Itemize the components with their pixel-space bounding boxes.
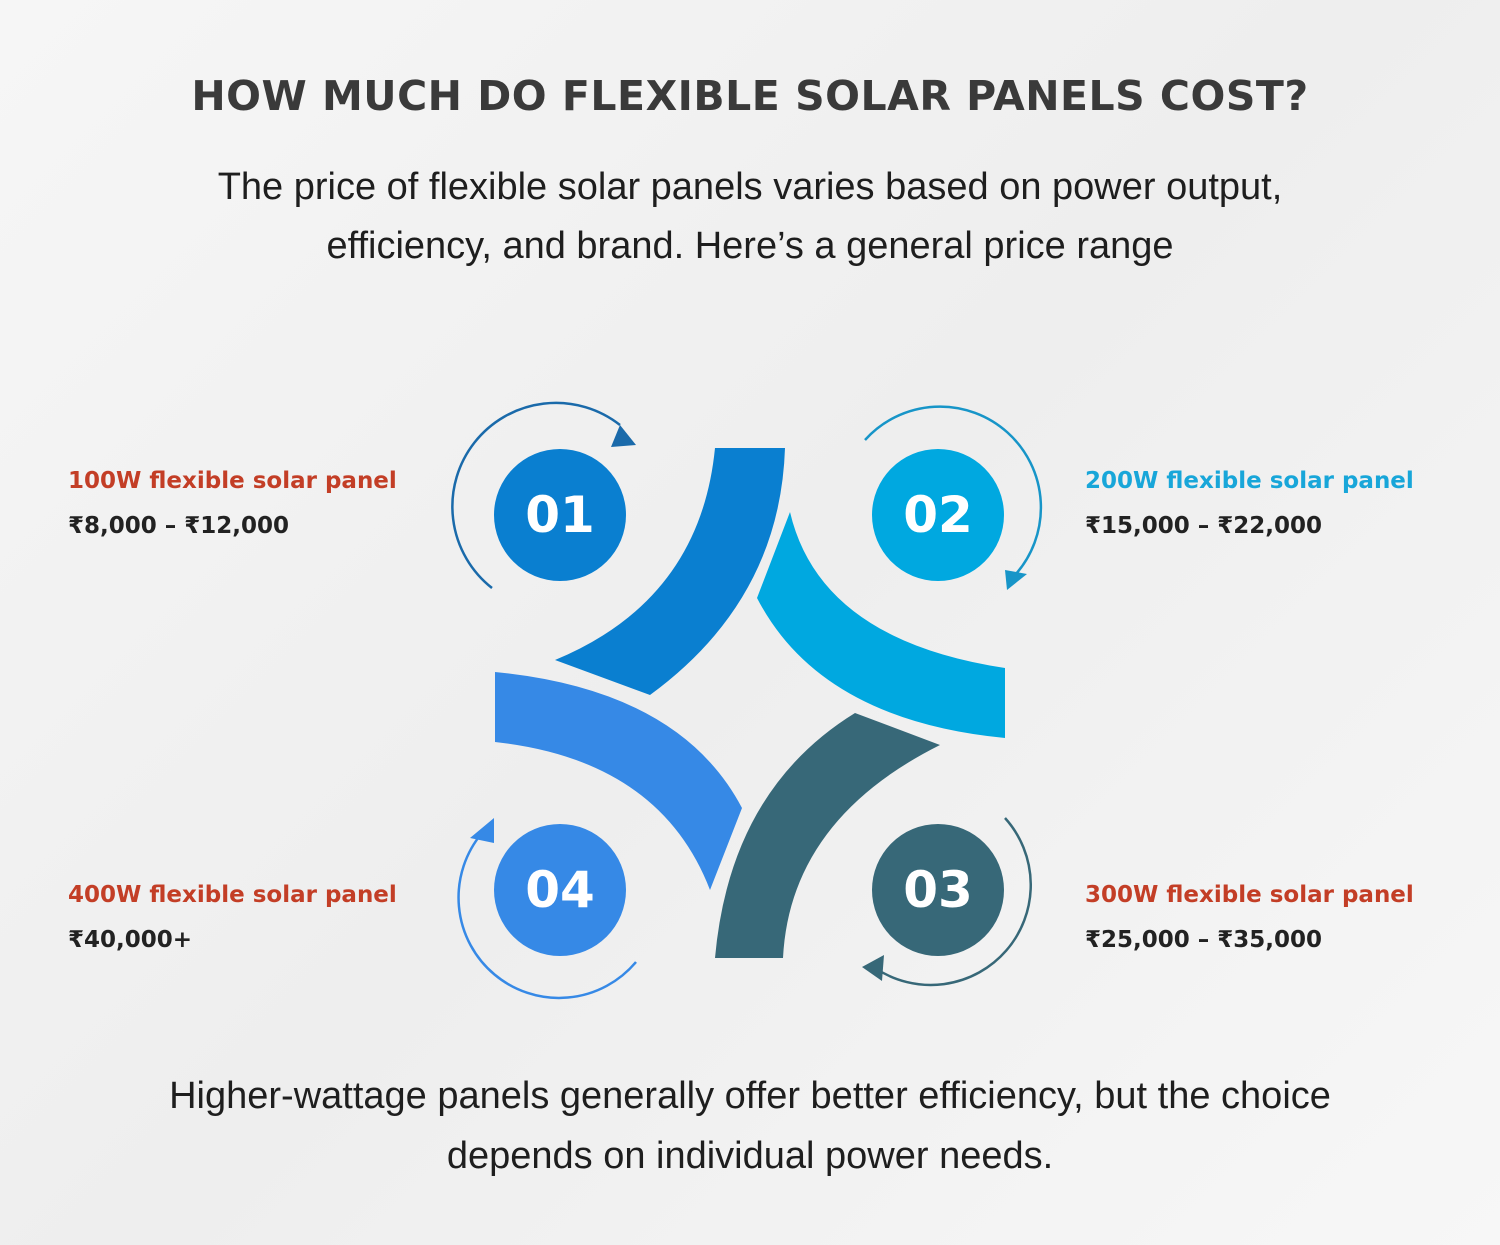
item-label: 400W flexible solar panel	[68, 882, 397, 908]
step-number: 02	[903, 486, 973, 544]
step-circle	[494, 824, 626, 956]
footer-note: Higher-wattage panels generally offer be…	[169, 1075, 1331, 1117]
cycle-arrow	[864, 405, 1043, 576]
arrow-head	[611, 425, 636, 447]
arrow-head	[470, 818, 494, 843]
arrow-head	[862, 955, 884, 981]
item-label: 100W flexible solar panel	[68, 468, 397, 494]
arc-segment	[495, 672, 742, 890]
arc-segment	[555, 448, 785, 695]
title: HOW MUCH DO FLEXIBLE SOLAR PANELS COST?	[191, 72, 1309, 120]
footer-note: depends on individual power needs.	[446, 1135, 1054, 1177]
step-number: 01	[525, 486, 595, 544]
item-price: ₹40,000+	[68, 927, 193, 953]
arc-segment	[715, 713, 940, 958]
subtitle: efficiency, and brand. Here’s a general …	[326, 225, 1174, 267]
item-label: 200W flexible solar panel	[1085, 468, 1414, 494]
step-number: 03	[903, 861, 973, 919]
arrow-head	[1005, 570, 1027, 590]
step-circle	[872, 449, 1004, 581]
item-price: ₹15,000 – ₹22,000	[1085, 513, 1323, 539]
subtitle: The price of flexible solar panels varie…	[217, 166, 1283, 208]
step-number: 04	[525, 861, 595, 919]
item-price: ₹8,000 – ₹12,000	[68, 513, 290, 539]
step-circle	[872, 824, 1004, 956]
cycle-arrow	[457, 832, 637, 1000]
item-price: ₹25,000 – ₹35,000	[1085, 927, 1323, 953]
cycle-arrow	[451, 401, 621, 589]
cycle-arrow	[874, 817, 1032, 987]
step-circle	[494, 449, 626, 581]
arc-segment	[757, 512, 1005, 738]
item-label: 300W flexible solar panel	[1085, 882, 1414, 908]
